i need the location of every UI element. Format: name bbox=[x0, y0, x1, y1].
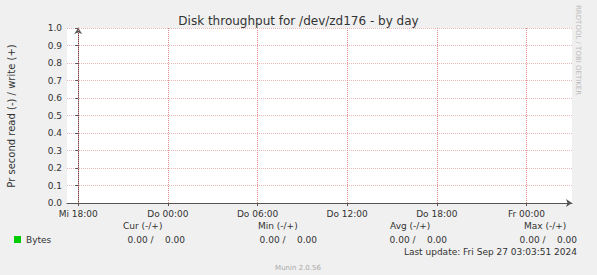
svg-text:Munin 2.0.56: Munin 2.0.56 bbox=[275, 264, 321, 272]
svg-text:0.1: 0.1 bbox=[48, 181, 62, 191]
svg-text:Do 06:00: Do 06:00 bbox=[237, 209, 279, 219]
svg-text:0.3: 0.3 bbox=[48, 146, 62, 156]
svg-text:0.00 / 0.00: 0.00 / 0.00 bbox=[260, 235, 318, 245]
svg-text:0.00 / 0.00: 0.00 / 0.00 bbox=[128, 235, 186, 245]
svg-text:Do 12:00: Do 12:00 bbox=[327, 209, 369, 219]
svg-text:0.2: 0.2 bbox=[48, 163, 62, 173]
svg-text:Max (-/+): Max (-/+) bbox=[524, 221, 566, 231]
svg-text:0.9: 0.9 bbox=[48, 41, 63, 51]
svg-text:Do 00:00: Do 00:00 bbox=[147, 209, 189, 219]
svg-text:0.00 / 0.00: 0.00 / 0.00 bbox=[390, 235, 448, 245]
svg-text:Fr 00:00: Fr 00:00 bbox=[508, 209, 545, 219]
svg-text:Cur (-/+): Cur (-/+) bbox=[123, 221, 162, 231]
svg-text:Bytes: Bytes bbox=[26, 235, 52, 245]
svg-text:Do 18:00: Do 18:00 bbox=[416, 209, 458, 219]
svg-text:0.8: 0.8 bbox=[48, 58, 63, 68]
svg-text:0.0: 0.0 bbox=[48, 198, 63, 208]
svg-text:Avg (-/+): Avg (-/+) bbox=[390, 221, 430, 231]
svg-text:Mi 18:00: Mi 18:00 bbox=[59, 209, 98, 219]
svg-text:0.00 / 0.00: 0.00 / 0.00 bbox=[520, 235, 578, 245]
svg-text:0.7: 0.7 bbox=[48, 76, 62, 86]
svg-text:1.0: 1.0 bbox=[48, 23, 63, 33]
svg-text:0.6: 0.6 bbox=[48, 93, 63, 103]
svg-text:Min (-/+): Min (-/+) bbox=[258, 221, 298, 231]
svg-text:Last update: Fri Sep 27 03:03:: Last update: Fri Sep 27 03:03:51 2024 bbox=[404, 247, 577, 257]
svg-text:0.5: 0.5 bbox=[48, 111, 62, 121]
svg-text:Pr second read (-) / write (+): Pr second read (-) / write (+) bbox=[6, 44, 17, 187]
svg-text:Disk throughput for /dev/zd176: Disk throughput for /dev/zd176 - by day bbox=[178, 14, 418, 28]
svg-text:0.4: 0.4 bbox=[48, 128, 63, 138]
svg-text:RRDTOOL / TOBI OETIKER: RRDTOOL / TOBI OETIKER bbox=[574, 5, 582, 95]
